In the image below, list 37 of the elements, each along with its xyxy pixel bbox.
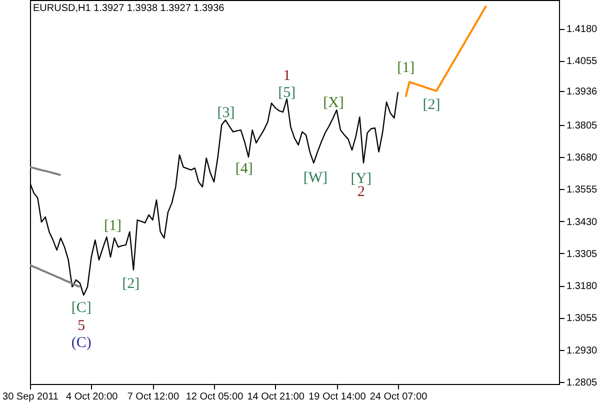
y-tick-label: 1.3055	[566, 313, 598, 324]
x-tick-label: 19 Oct 14:00	[308, 392, 366, 402]
y-tick-label: 1.3936	[566, 86, 598, 98]
annotation: [3]	[217, 105, 235, 121]
x-tick-label: 24 Oct 07:00	[370, 392, 428, 402]
y-tick-label: 1.4055	[566, 56, 598, 68]
y-tick-label: 1.3555	[566, 184, 598, 196]
x-tick-label: 7 Oct 12:00	[127, 392, 180, 402]
annotation: 1	[283, 68, 291, 84]
annotation: [5]	[278, 85, 296, 101]
y-tick-label: 1.3680	[566, 152, 598, 164]
annotation: [C]	[71, 300, 92, 316]
annotation: [X]	[323, 95, 344, 111]
y-tick-label: 1.4180	[566, 24, 598, 36]
line-series	[30, 166, 62, 176]
line-series	[30, 264, 81, 288]
annotation: 5	[78, 318, 86, 334]
x-tick-label: 30 Sep 2011	[2, 392, 59, 402]
annotation: [2]	[122, 276, 140, 292]
x-tick-label: 14 Oct 21:00	[247, 392, 305, 402]
annotation: (C)	[71, 335, 92, 351]
chart-title: EURUSD,H1 1.3927 1.3938 1.3927 1.3936	[33, 3, 225, 14]
y-tick-label: 1.3305	[566, 248, 598, 260]
annotation: [W]	[303, 170, 328, 186]
y-tick-label: 1.3805	[566, 120, 598, 132]
annotation: [1]	[104, 218, 122, 234]
annotation: 2	[357, 184, 365, 200]
y-tick-label: 1.2805	[566, 377, 598, 388]
x-tick-label: 12 Oct 05:00	[186, 392, 244, 402]
y-tick-label: 1.2930	[566, 345, 598, 356]
x-tick-label: 4 Oct 20:00	[66, 392, 118, 402]
annotation: [Y]	[350, 171, 372, 187]
y-tick-label: 1.3430	[566, 216, 598, 228]
annotation: [4]	[235, 161, 253, 177]
y-tick-label: 1.3180	[566, 281, 598, 292]
annotation: [1]	[397, 60, 415, 76]
annotation: [2]	[422, 97, 440, 113]
